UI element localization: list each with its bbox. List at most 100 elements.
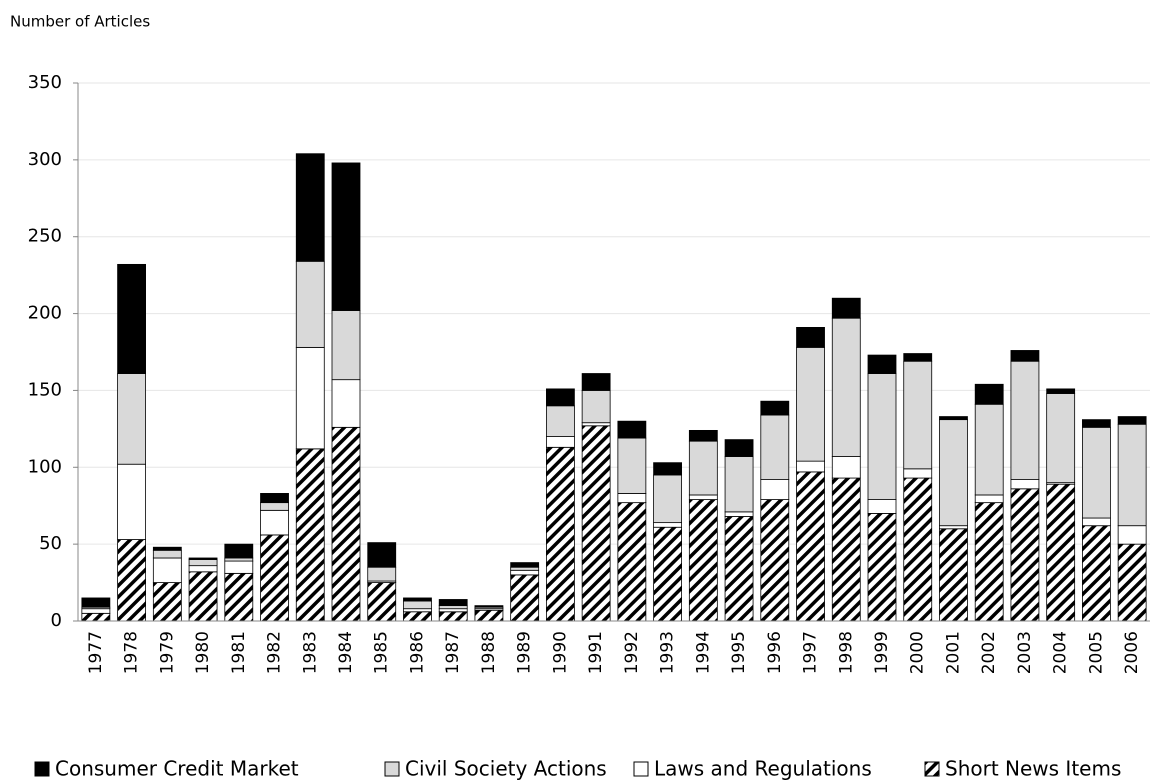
x-tick-label: 1987: [443, 631, 463, 674]
bar-segment: [331, 310, 361, 381]
legend-swatch: [384, 761, 400, 777]
bar-segment: [295, 153, 325, 262]
bar-segment: [331, 162, 361, 311]
bar-segment: [1082, 426, 1111, 519]
legend-swatch: [34, 761, 50, 777]
bar-segment: [617, 420, 647, 439]
bar-segment: [688, 440, 718, 496]
x-tick-label: 1977: [86, 631, 106, 674]
x-tick-label: 1995: [729, 631, 749, 674]
bar-segment: [367, 542, 397, 568]
bar-segment: [295, 448, 325, 622]
bar-segment: [939, 528, 968, 622]
bar-segment: [1117, 423, 1147, 527]
bar-segment: [796, 471, 825, 622]
bar-segment: [403, 597, 432, 602]
bar-segment: [974, 502, 1004, 622]
bar-segment: [152, 549, 182, 559]
bar-segment: [81, 612, 111, 622]
bar-segment: [688, 499, 718, 622]
legend-label: Consumer Credit Market: [55, 757, 299, 781]
y-tick-label: 0: [51, 610, 62, 631]
bar-segment: [760, 414, 790, 480]
bar-segment: [331, 379, 361, 428]
x-tick-label: 2004: [1051, 631, 1071, 674]
bar-segment: [724, 456, 754, 513]
bar-segment: [260, 502, 289, 511]
legend-swatch: [633, 761, 649, 777]
bar-segment: [474, 609, 504, 622]
y-tick-label: 100: [28, 456, 62, 477]
bar-segment: [188, 571, 218, 622]
legend-label: Short News Items: [945, 757, 1121, 781]
bar-segment: [1046, 483, 1076, 622]
bar-segment: [117, 539, 146, 622]
bar-segment: [546, 446, 575, 622]
bar-segment: [81, 608, 111, 614]
bar-segment: [867, 499, 897, 514]
bar-segment: [617, 502, 647, 622]
bar-segment: [260, 509, 289, 536]
bar-segment: [760, 499, 790, 622]
bar-segment: [438, 605, 468, 610]
bar-segment: [1010, 488, 1040, 622]
bar-segment: [81, 597, 111, 608]
bar-segment: [831, 477, 861, 622]
bar-segment: [796, 460, 825, 473]
bar-segment: [581, 422, 611, 427]
y-tick-label: 300: [28, 149, 62, 170]
bar-segment: [974, 494, 1004, 504]
x-tick-label: 1989: [515, 631, 535, 674]
bar-segment: [1117, 416, 1147, 425]
bar-segment: [1010, 479, 1040, 490]
x-tick-label: 2005: [1086, 631, 1106, 674]
y-axis-title: Number of Articles: [10, 13, 150, 31]
bar-segment: [867, 513, 897, 622]
bar-segment: [1046, 388, 1076, 394]
y-tick-label: 250: [28, 226, 62, 247]
bar-segment: [224, 543, 254, 559]
bar-segment: [546, 436, 575, 448]
x-tick-label: 1985: [372, 631, 392, 674]
bar-segment: [617, 493, 647, 504]
bar-segment: [474, 605, 504, 608]
bar-segment: [581, 390, 611, 424]
x-tick-label: 1988: [479, 631, 499, 674]
x-tick-label: 1982: [265, 631, 285, 674]
bar-segment: [617, 437, 647, 494]
x-tick-label: 2000: [908, 631, 928, 674]
x-tick-label: 1990: [550, 631, 570, 674]
x-tick-label: 1998: [836, 631, 856, 674]
bar-segment: [438, 599, 468, 607]
bar-segment: [831, 297, 861, 319]
bar-segment: [1082, 525, 1111, 622]
y-tick-label: 350: [28, 72, 62, 93]
bar-segment: [510, 562, 540, 568]
bar-segment: [152, 582, 182, 622]
x-tick-label: 1979: [157, 631, 177, 674]
x-tick-label: 2002: [979, 631, 999, 674]
bar-segment: [546, 405, 575, 437]
bar-segment: [724, 439, 754, 457]
y-tick-label: 150: [28, 379, 62, 400]
legend-swatch: [924, 761, 940, 777]
x-tick-label: 1980: [193, 631, 213, 674]
bar-segment: [367, 566, 397, 582]
bar-segment: [295, 260, 325, 348]
x-tick-label: 1991: [586, 631, 606, 674]
bar-segment: [1082, 419, 1111, 428]
bar-segment: [653, 474, 682, 524]
bar-segment: [260, 493, 289, 504]
bar-segment: [653, 526, 682, 622]
x-tick-label: 1981: [229, 631, 249, 674]
bar-segment: [510, 569, 540, 576]
legend-label: Laws and Regulations: [654, 757, 872, 781]
x-tick-label: 1993: [658, 631, 678, 674]
bar-segment: [403, 611, 432, 622]
bar-segment: [117, 463, 146, 540]
bar-segment: [867, 354, 897, 374]
bar-segment: [224, 557, 254, 562]
bar-segment: [867, 373, 897, 500]
bar-segment: [152, 557, 182, 583]
